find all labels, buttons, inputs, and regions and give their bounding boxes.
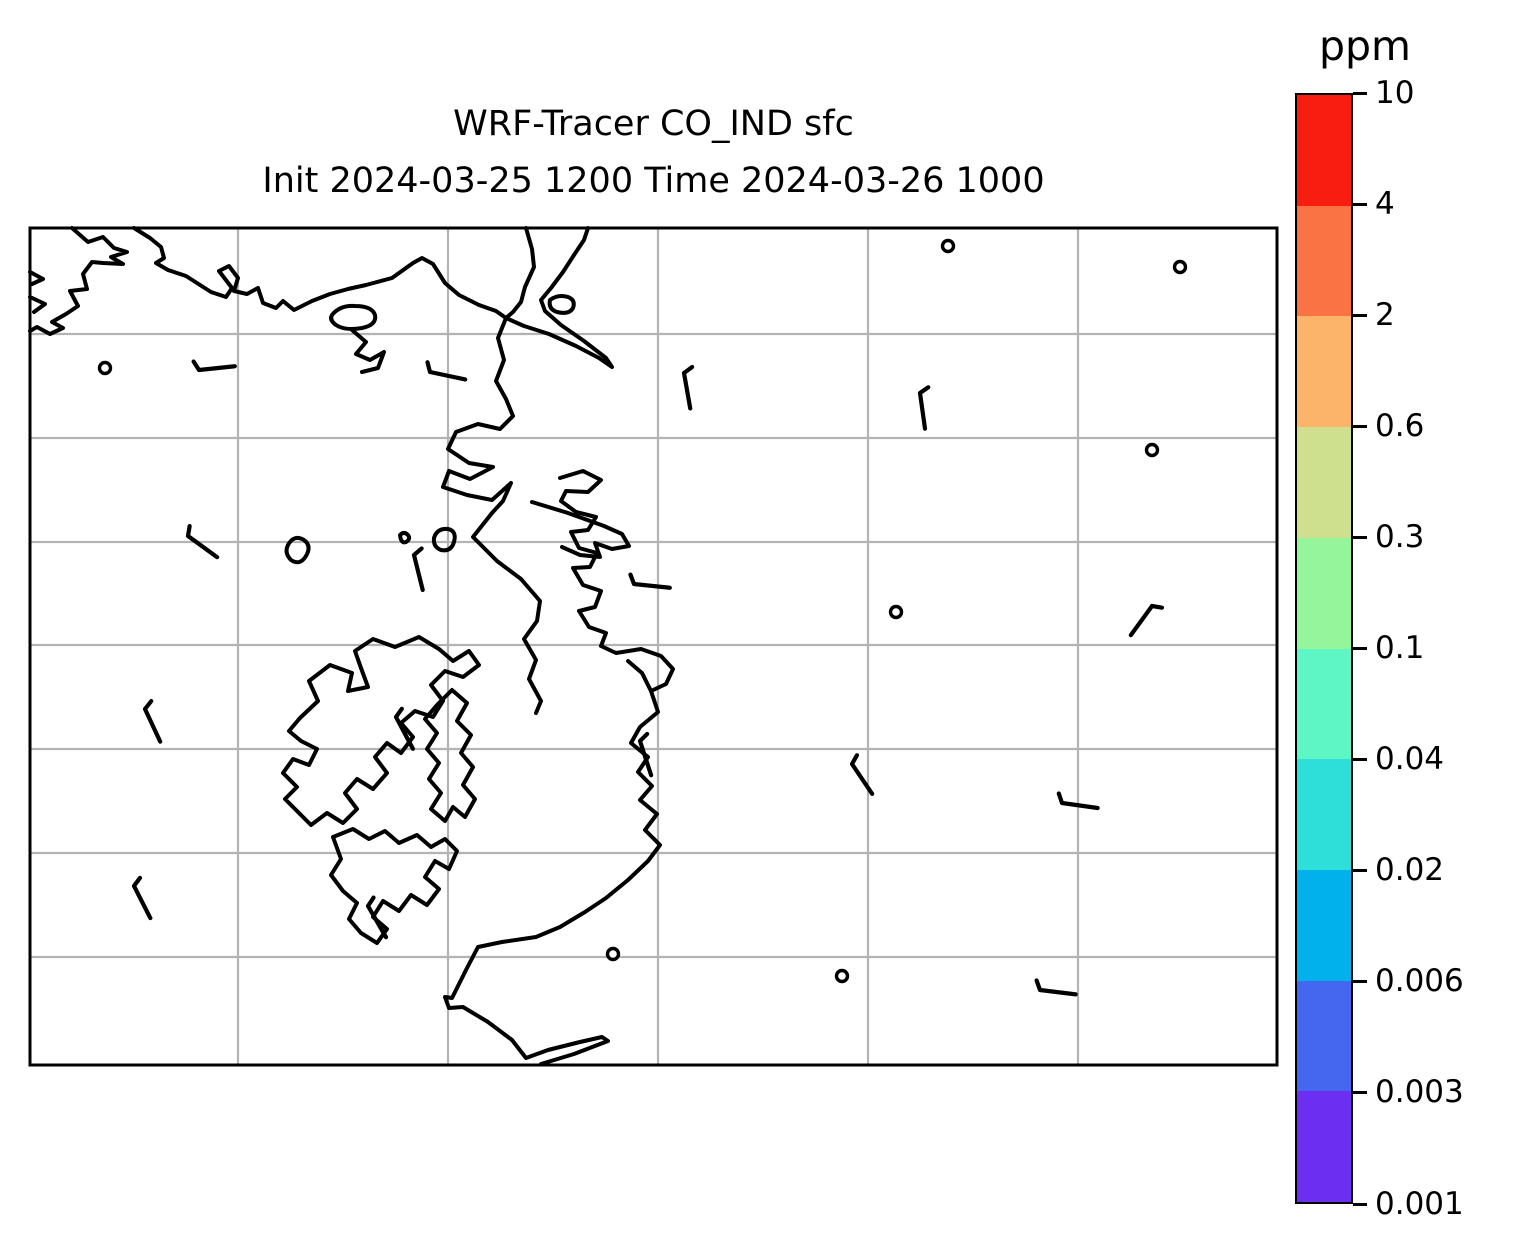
coastline: [132, 226, 614, 369]
figure-subtitle: Init 2024-03-25 1200 Time 2024-03-26 100…: [262, 161, 1045, 201]
calm-wind-circle: [940, 238, 956, 254]
coastline: [284, 535, 311, 565]
colorbar-tick-mark: [1353, 1202, 1367, 1206]
colorbar-tick-label: 10: [1375, 74, 1415, 111]
coastline: [281, 635, 481, 827]
colorbar-tick-label: 0.003: [1375, 1074, 1464, 1111]
colorbar-tick-mark: [1353, 424, 1367, 428]
colorbar-tick-label: 0.001: [1375, 1185, 1464, 1222]
coastline: [431, 526, 457, 553]
calm-wind-circle: [1144, 442, 1160, 458]
colorbar-tick-label: 0.006: [1375, 963, 1464, 1000]
coastline: [504, 226, 536, 320]
wind-barb: [628, 572, 672, 590]
colorbar-segment: [1297, 537, 1351, 649]
calm-circles: [97, 238, 1188, 984]
colorbar-tick-mark: [1353, 980, 1367, 984]
colorbar-tick-mark: [1353, 1091, 1367, 1095]
colorbar-segment: [1297, 980, 1351, 1092]
coastline: [28, 226, 129, 336]
colorbar-tick-label: 0.02: [1375, 852, 1445, 889]
colorbar-segment: [1297, 869, 1351, 981]
wind-barb: [185, 523, 220, 560]
coastline: [558, 469, 675, 693]
calm-wind-circle: [97, 360, 113, 376]
wind-barb: [681, 364, 695, 411]
coastline: [350, 328, 386, 374]
colorbar-tick-mark: [1353, 313, 1367, 317]
colorbar-tick-label: 0.3: [1375, 518, 1425, 555]
colorbar-tick-mark: [1353, 869, 1367, 873]
wind-barb: [1034, 978, 1078, 997]
grid-lines: [30, 228, 1277, 1065]
colorbar-tick-label: 4: [1375, 185, 1395, 222]
wind-barb: [131, 875, 153, 921]
calm-wind-circle: [888, 604, 904, 620]
wind-barb: [849, 753, 875, 796]
coastline: [329, 303, 378, 331]
coastline: [547, 294, 576, 315]
colorbar-segment: [1297, 316, 1351, 428]
colorbar-tick-label: 0.04: [1375, 741, 1445, 778]
figure-title-block: WRF-Tracer CO_IND sfc Init 2024-03-25 12…: [30, 104, 1277, 201]
coastline: [28, 295, 47, 314]
figure-title: WRF-Tracer CO_IND sfc: [453, 104, 854, 144]
coastline: [398, 531, 412, 545]
wind-barb: [425, 360, 468, 382]
wind-barb: [917, 385, 931, 431]
colorbar-segment: [1297, 759, 1351, 870]
colorbar-segment: [1297, 427, 1351, 538]
coastline: [28, 270, 45, 286]
colorbar-units-label: ppm: [1319, 22, 1411, 70]
coastline: [329, 827, 459, 945]
colorbar-tick-mark: [1353, 647, 1367, 650]
colorbar-tick-label: 0.6: [1375, 407, 1425, 444]
coastline: [443, 689, 662, 1066]
calm-wind-circle: [605, 946, 621, 962]
colorbar-segment: [1297, 648, 1351, 760]
wind-barb: [191, 359, 237, 373]
colorbar-segment: [1297, 205, 1351, 317]
colorbar-tick-mark: [1353, 202, 1367, 206]
colorbar-tick-mark: [1353, 758, 1367, 762]
colorbar: [1295, 93, 1353, 1204]
wind-barb: [411, 546, 425, 593]
colorbar-segment: [1297, 1091, 1351, 1203]
wind-barb: [1056, 791, 1100, 811]
colorbar-tick-label: 0.1: [1375, 630, 1425, 666]
map-border: [28, 226, 1279, 1067]
wind-barb: [393, 706, 416, 751]
colorbar-tick-mark: [1353, 91, 1367, 95]
coastline: [423, 688, 477, 823]
colorbar-tick-label: 2: [1375, 296, 1395, 333]
calm-wind-circle: [834, 968, 850, 984]
wind-barbs: [131, 359, 1165, 997]
wind-barb: [1128, 603, 1165, 638]
colorbar-tick-mark: [1353, 535, 1367, 539]
colorbar-segment: [1297, 95, 1351, 206]
wind-barb: [637, 731, 654, 778]
wind-barb: [142, 699, 163, 744]
wind-barb: [365, 895, 389, 940]
calm-wind-circle: [1172, 259, 1188, 275]
coastlines: [28, 226, 675, 1066]
coastline: [441, 316, 543, 715]
coastline: [530, 500, 631, 559]
